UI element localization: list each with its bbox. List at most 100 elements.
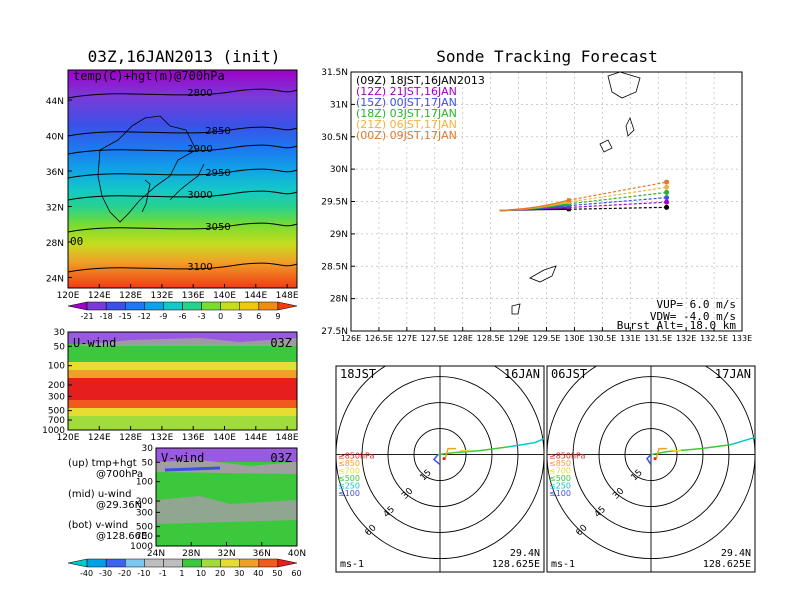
contour-label: 2800 [187,88,212,99]
temp-colorbar-swatch [86,301,107,311]
wind-colorbar-label: 30 [234,569,244,578]
temp-lat-label: 28N [46,239,64,249]
wind-colorbar-swatch [125,558,145,568]
track-lon-label: 128E [453,334,473,343]
temp-colorbar-label: -3 [198,312,206,321]
contour-line [67,144,298,155]
contour-left-label: 00 [70,235,83,248]
temp-colorbar-swatch [125,301,145,311]
wind-colorbar-swatch [86,558,107,568]
temp-colorbar-swatch [105,301,126,311]
wind-colorbar-swatch [105,558,126,568]
temp-lon-label: 140E [213,291,236,301]
temp-colorbar-swatch [144,301,164,311]
hodo-level-legend: ≤850 [338,459,360,468]
wind-colorbar-label: -30 [99,569,112,578]
hodo-level-legend: ≤250 [338,482,360,491]
track-ascent [499,199,570,212]
hodo-surface-point [442,457,446,461]
hodo-date-label: 17JAN [715,367,751,381]
wind-colorbar-swatch [67,558,88,568]
temp-lat-label: 32N [46,204,64,214]
track-lon-label: 133E [732,334,752,343]
temp-colorbar-swatch [220,301,240,311]
wind-colorbar: -40 -30 -20 -10 -1 1 10 20 30 40 50 60 [67,558,302,578]
burst-text: Burst Alt= 18.0 km [617,319,737,332]
wind-colorbar-label: 10 [196,569,206,578]
track-lat-label: 29N [330,230,348,240]
temp-colorbar-label: 9 [275,312,280,321]
v-lat-label: 28N [182,549,200,559]
u-panel-label: U-wind [73,336,116,350]
vdw-text: VDW= -4.0 m/s [650,310,736,323]
u-pressure-label: 300 [48,392,65,402]
v-field-top [156,448,297,462]
track-descent [568,206,667,210]
contour-line [67,262,298,273]
track-landing-point [664,184,670,190]
wind-colorbar-label: -20 [118,569,131,578]
contour-label: 2850 [205,126,230,137]
wind-colorbar-swatch [144,558,164,568]
hodo-trace [432,454,441,466]
vup-text: VUP= 6.0 m/s [657,298,736,311]
track-descent [568,181,667,201]
wind-colorbar-swatch [277,558,298,568]
track-legend-entry: (00Z) 09JST,17JAN [356,129,457,142]
hodo-level-legend: ≤700 [338,467,360,476]
wind-colorbar-label: 40 [253,569,263,578]
contour-label: 3000 [187,190,212,201]
temp-frame [67,69,298,289]
height-contours: 2800 2850 2900 2950 3000 3050 3100 [67,88,298,273]
u-lon-label: 140E [213,433,236,443]
track-lon-label: 126.5E [365,334,393,343]
track-lat-label: 28.5N [321,262,348,272]
track-legend-entry: (15Z) 00JST,17JAN [356,96,457,109]
track-lat-label: 27.5N [321,327,348,337]
temp-lon-ticks: 120E 124E 128E 132E 136E 140E 144E 148E [57,284,299,301]
hodo-level-legend: ≤100 [549,489,571,498]
temp-colorbar-label: -6 [179,312,187,321]
contour-label: 2950 [205,168,230,179]
track-legend-entry: (21Z) 06JST,17JAN [356,118,457,131]
coastline [97,115,197,223]
v-pressure-label: 700 [136,532,153,542]
wind-colorbar-label: 1 [179,569,184,578]
wind-colorbar-swatch [239,558,260,568]
wind-colorbar-label: -10 [137,569,150,578]
track-lat-label: 30N [330,165,348,175]
track-landing-point [664,195,670,201]
track-lat-label: 30.5N [321,133,348,143]
hodo-level-legend: ≥850hPa [338,452,375,461]
hodo-trace [730,436,755,446]
contour-line [67,222,298,233]
wind-colorbar-swatch [182,558,202,568]
hodo-level-legend: ≤850 [549,459,571,468]
coastline-japan [169,163,205,201]
temp-colorbar-label: 6 [256,312,261,321]
v-lat-label: 24N [147,549,165,559]
track-landing-point [664,199,670,205]
track-panel: (09Z) 18JST,16JAN2013(12Z) 21JST,16JAN(1… [321,68,752,343]
track-legend-entry: (18Z) 03JST,17JAN [356,107,457,120]
track-lon-label: 132.5E [700,334,728,343]
wind-colorbar-swatch [258,558,279,568]
hodo-level-legend: ≤700 [549,467,571,476]
track-lat-label: 31.5N [321,68,348,78]
temp-lat-ticks: 44N 40N 36N 32N 28N 24N [46,97,72,285]
left-title: 03Z,16JAN2013 (init) [88,47,281,66]
right-title: Sonde Tracking Forecast [436,47,658,66]
hodo-trace [444,447,456,460]
island-amami [529,265,557,283]
temp-lon-label: 144E [244,291,267,301]
contour-label: 3050 [205,222,230,233]
v-panel-time: 03Z [270,451,292,465]
temp-lat-label: 24N [46,275,64,285]
track-lon-ticks: 126E 126.5E 127E 127.5E 128E 128.5E 129E 129.5E… [341,327,752,343]
note-line: @128.66E [96,531,147,542]
v-lat-label: 36N [253,549,271,559]
